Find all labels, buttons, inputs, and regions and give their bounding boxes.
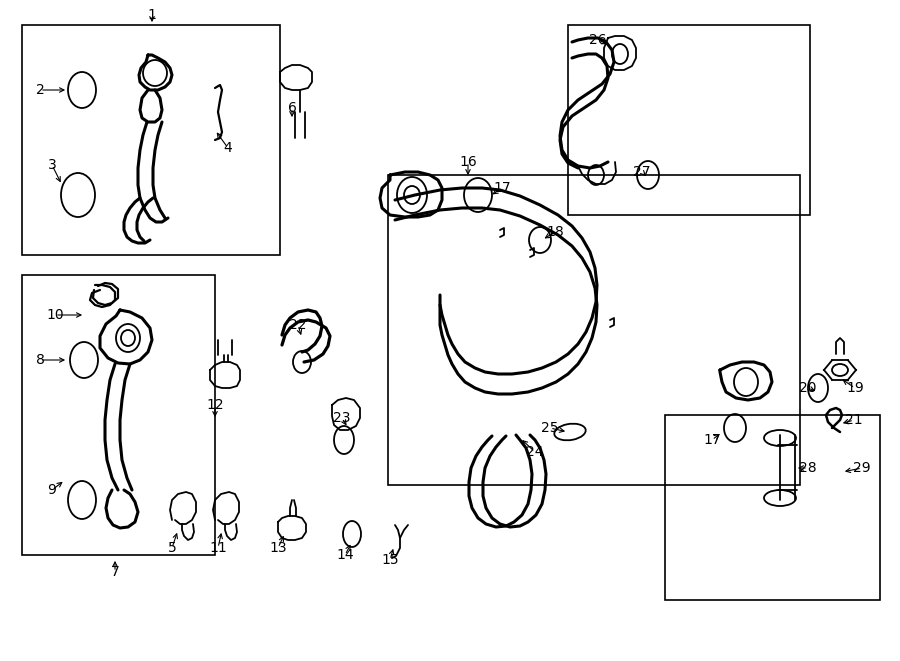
Text: 19: 19 <box>846 381 864 395</box>
Text: 26: 26 <box>590 33 607 47</box>
Text: 11: 11 <box>209 541 227 555</box>
Text: 12: 12 <box>206 398 224 412</box>
Text: 17: 17 <box>703 433 721 447</box>
Text: 16: 16 <box>459 155 477 169</box>
Bar <box>22 275 215 555</box>
Text: 14: 14 <box>337 548 354 562</box>
Text: 13: 13 <box>269 541 287 555</box>
Text: 10: 10 <box>46 308 64 322</box>
Text: 21: 21 <box>845 413 863 427</box>
Text: 27: 27 <box>634 165 651 179</box>
Text: 8: 8 <box>36 353 44 367</box>
Text: 20: 20 <box>799 381 817 395</box>
Text: 25: 25 <box>541 421 559 435</box>
Bar <box>568 25 810 215</box>
Text: 2: 2 <box>36 83 44 97</box>
Text: 23: 23 <box>333 411 351 425</box>
Bar <box>388 175 800 485</box>
Text: 3: 3 <box>48 158 57 172</box>
Text: 29: 29 <box>853 461 871 475</box>
Bar <box>665 415 880 600</box>
Text: 24: 24 <box>526 445 544 459</box>
Text: 6: 6 <box>288 101 296 115</box>
Bar <box>22 25 280 255</box>
Text: 28: 28 <box>799 461 817 475</box>
Text: 5: 5 <box>167 541 176 555</box>
Text: 22: 22 <box>289 318 307 332</box>
Text: 9: 9 <box>48 483 57 497</box>
Text: 4: 4 <box>223 141 232 155</box>
Text: 17: 17 <box>493 181 511 195</box>
Text: 18: 18 <box>546 225 564 239</box>
Text: 15: 15 <box>382 553 399 567</box>
Text: 7: 7 <box>111 565 120 579</box>
Text: 1: 1 <box>148 8 157 22</box>
